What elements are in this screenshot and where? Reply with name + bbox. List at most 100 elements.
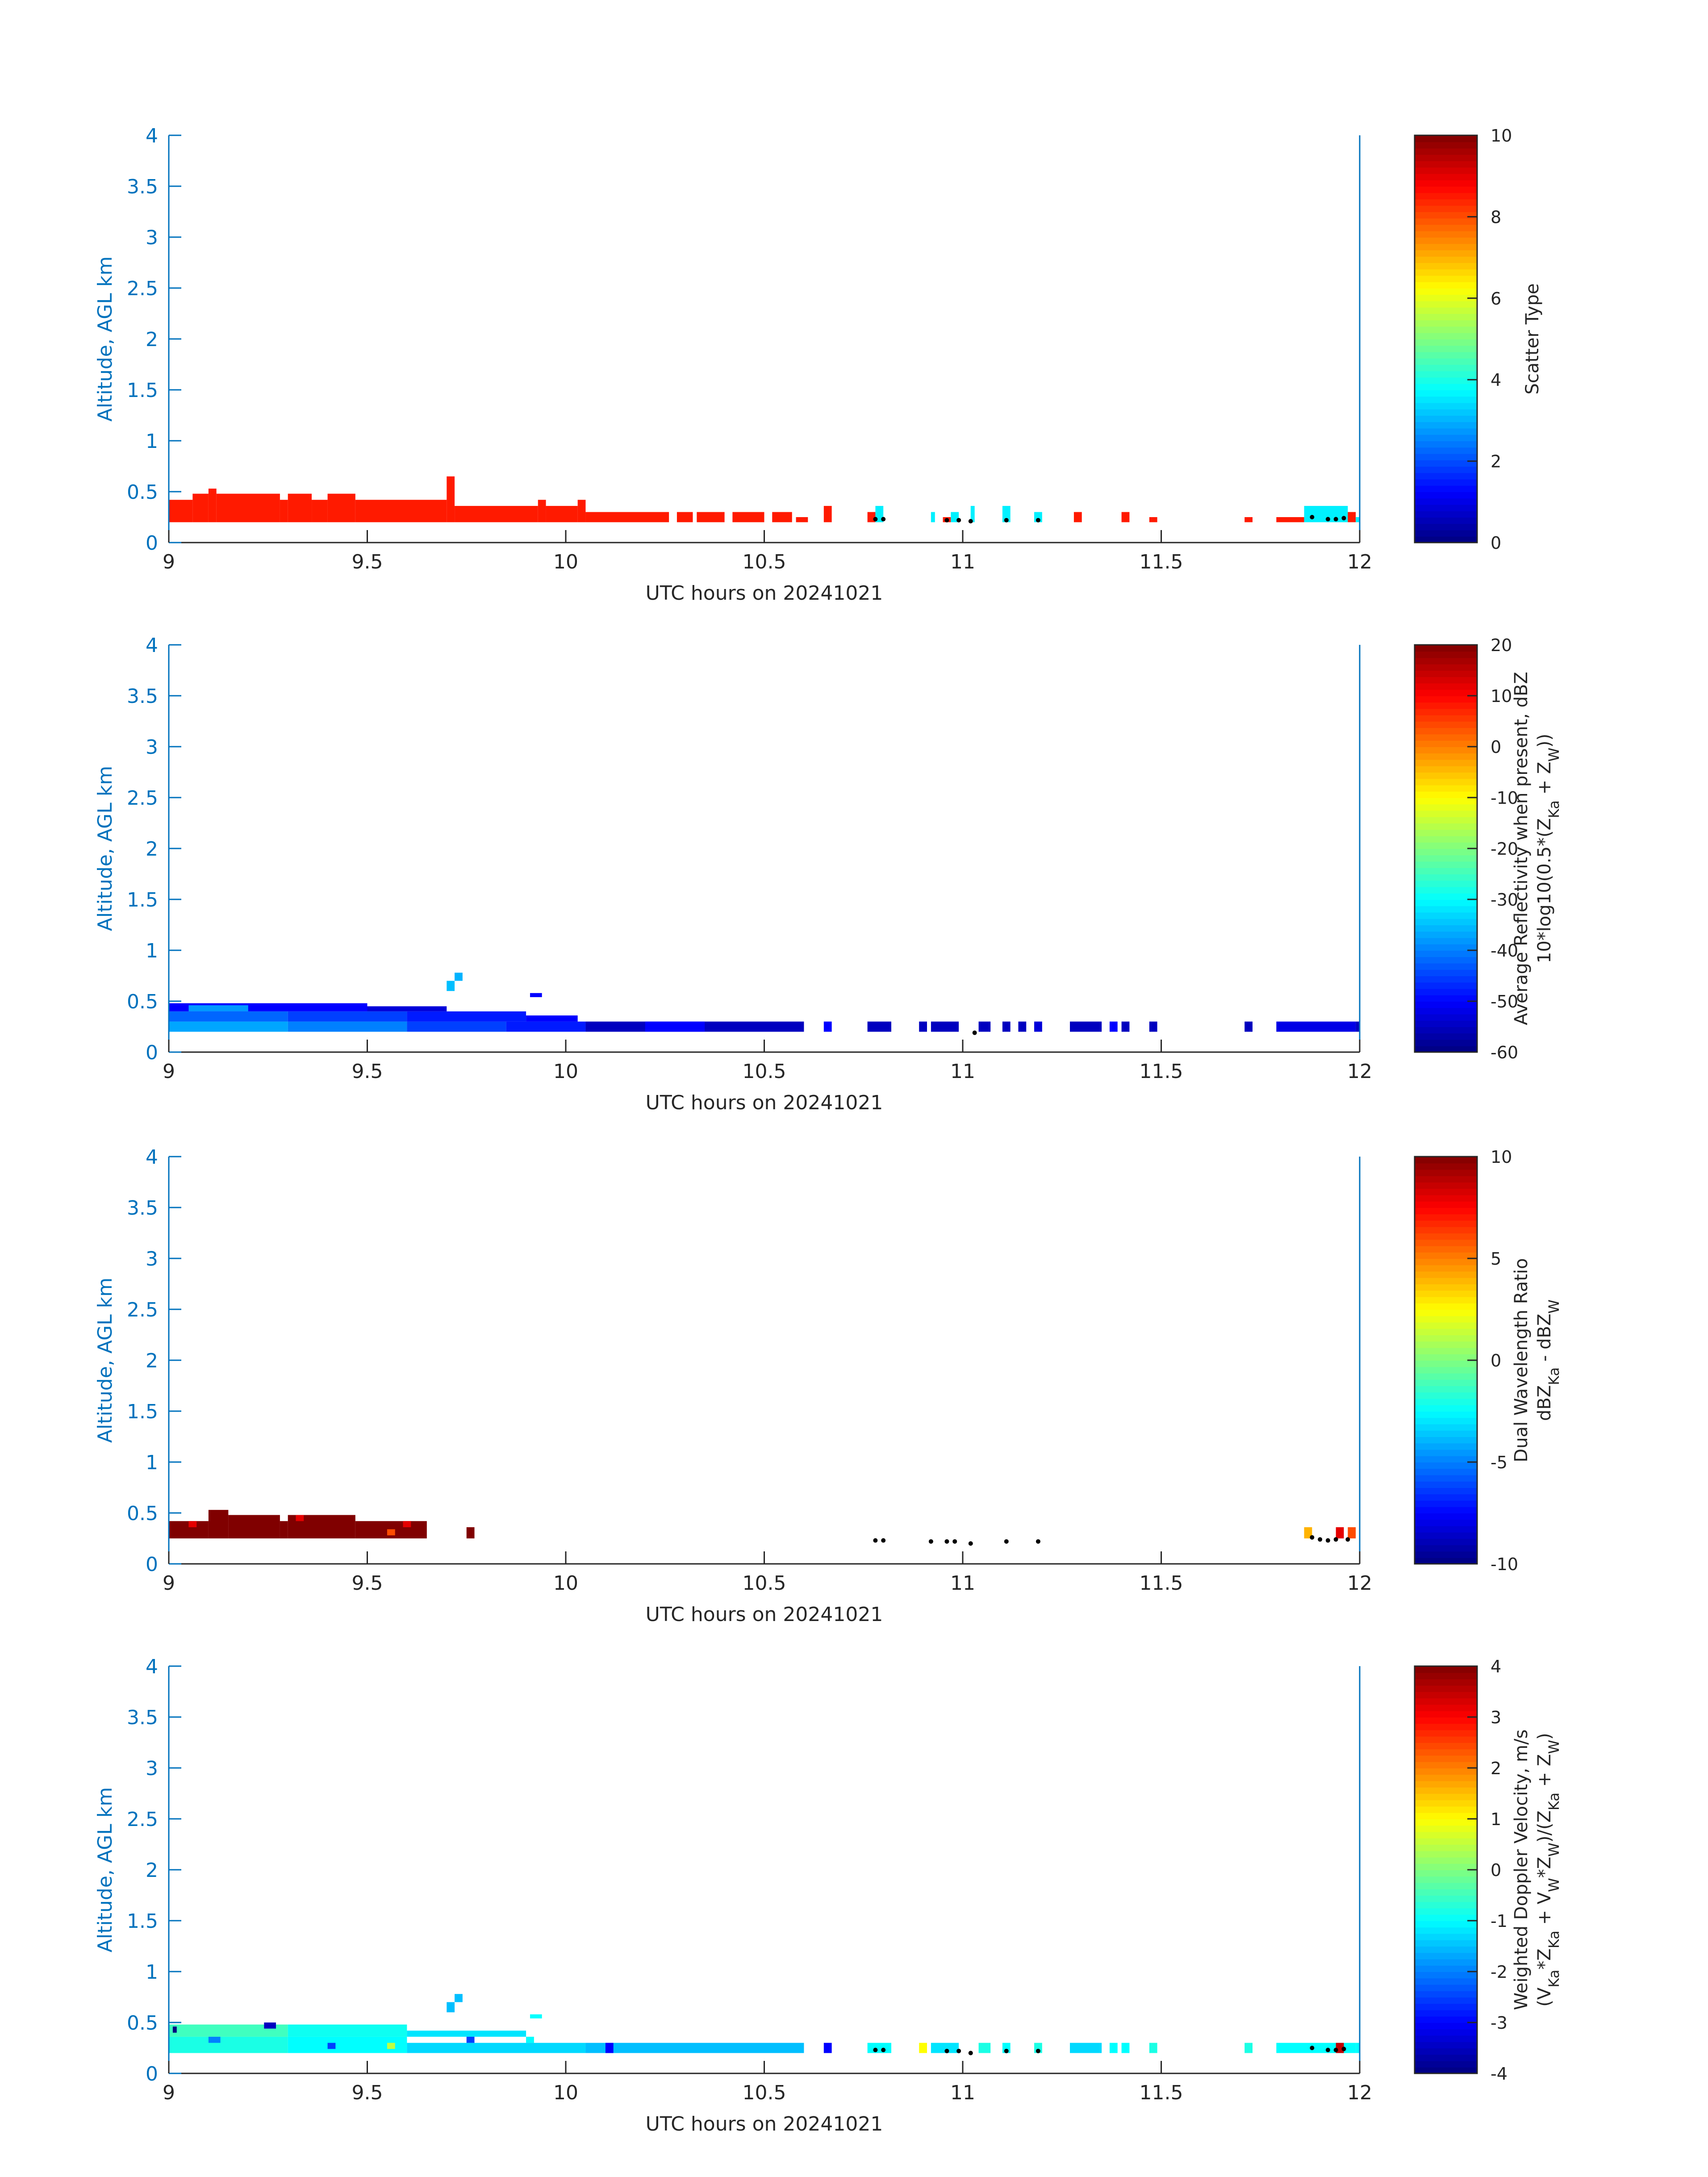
heatmap-cell [1244, 517, 1253, 522]
colorbar-segment [1415, 390, 1477, 397]
colorbar-segment [1415, 396, 1477, 403]
colorbar-segment [1415, 510, 1477, 518]
colorbar-segment [1415, 1736, 1477, 1743]
y-tick-label: 1 [146, 430, 158, 453]
heatmap-cell [772, 512, 792, 522]
colorbar-segment [1415, 1978, 1477, 1985]
colorbar-segment [1415, 135, 1477, 142]
heatmap-cell [1121, 512, 1130, 522]
colorbar-segment [1415, 2035, 1477, 2042]
colorbar-segment [1415, 1494, 1477, 1501]
heatmap-cell [931, 2043, 959, 2053]
heatmap-cell [1109, 2043, 1118, 2053]
heatmap-cell [1244, 1021, 1253, 1032]
colorbar-segment [1415, 1513, 1477, 1520]
colorbar-tick-label: -50 [1491, 992, 1518, 1011]
colorbar-segment [1415, 1169, 1477, 1176]
colorbar-segment [1415, 1742, 1477, 1750]
colorbar-segment [1415, 880, 1477, 887]
heatmap-cell [327, 493, 355, 522]
colorbar-segment [1415, 1379, 1477, 1386]
colorbar-segment [1415, 1749, 1477, 1756]
x-axis-label: UTC hours on 20241021 [646, 1091, 883, 1114]
colorbar-segment [1415, 1990, 1477, 1997]
heatmap-cell [697, 512, 725, 522]
colorbar-segment [1415, 434, 1477, 441]
heatmap-cell [1356, 1021, 1360, 1032]
marker-point [968, 2051, 973, 2056]
colorbar-segment [1415, 218, 1477, 225]
colorbar-segment [1415, 1755, 1477, 1762]
colorbar-segment [1415, 441, 1477, 448]
colorbar-segment [1415, 1692, 1477, 1699]
colorbar-segment [1415, 1679, 1477, 1686]
colorbar-tick-label: -3 [1491, 2013, 1508, 2033]
colorbar-segment [1415, 1347, 1477, 1354]
x-tick-label: 9.5 [352, 1060, 383, 1083]
colorbar-segment [1415, 1882, 1477, 1889]
colorbar-segment [1415, 167, 1477, 174]
y-tick-label: 3.5 [127, 175, 158, 198]
marker-point [952, 1539, 957, 1544]
heatmap-cell [526, 2036, 534, 2043]
colorbar-segment [1415, 829, 1477, 836]
marker-point [1341, 516, 1346, 521]
colorbar-segment [1415, 1309, 1477, 1316]
colorbar-segment [1415, 313, 1477, 321]
colorbar-segment [1415, 906, 1477, 913]
y-tick-label: 4 [146, 634, 158, 657]
colorbar-segment [1415, 1239, 1477, 1246]
colorbar-segment [1415, 1761, 1477, 1768]
heatmap-cell [577, 500, 586, 522]
colorbar-segment [1415, 1889, 1477, 1896]
y-tick-label: 2.5 [127, 1299, 158, 1321]
colorbar-segment [1415, 492, 1477, 499]
colorbar-segment [1415, 1175, 1477, 1183]
colorbar-segment [1415, 1462, 1477, 1469]
y-tick-label: 0 [146, 1041, 158, 1064]
heatmap-cell [188, 1521, 197, 1527]
marker-point [1036, 1539, 1040, 1544]
marker-point [968, 519, 973, 524]
colorbar-segment [1415, 1997, 1477, 2004]
heatmap-cell [455, 973, 463, 981]
marker-point [1325, 2047, 1330, 2052]
heatmap-cell [264, 2022, 276, 2029]
heatmap-cell [867, 1021, 891, 1032]
marker-point [1345, 1537, 1350, 1542]
x-axis-label: UTC hours on 20241021 [646, 582, 883, 605]
colorbar-tick-label: -2 [1491, 1962, 1508, 1982]
marker-point [1004, 518, 1009, 522]
colorbar-segment [1415, 1195, 1477, 1202]
heatmap-cell [228, 1515, 280, 1538]
marker-point [873, 2047, 878, 2052]
colorbar-segment [1415, 2041, 1477, 2048]
colorbar-tick-label: -1 [1491, 1911, 1508, 1931]
colorbar-segment [1415, 142, 1477, 149]
colorbar-segment [1415, 504, 1477, 511]
colorbar-segment [1415, 1157, 1477, 1164]
colorbar-label: dBZKa - dBZW [1534, 1300, 1562, 1421]
colorbar-segment [1415, 1290, 1477, 1297]
x-tick-label: 10 [553, 1060, 578, 1083]
y-tick-label: 3 [146, 1757, 158, 1780]
colorbar-segment [1415, 1551, 1477, 1558]
heatmap-cell [530, 993, 542, 997]
colorbar-segment [1415, 1800, 1477, 1807]
heatmap-cell [970, 506, 975, 522]
colorbar-segment [1415, 1685, 1477, 1692]
colorbar-segment [1415, 1532, 1477, 1539]
colorbar: -10 -5 0 5 10 Dual Wavelength Ratio dBZKa - dB… [1414, 1147, 1562, 1574]
marker-point [928, 1539, 933, 1544]
colorbar-segment [1415, 1774, 1477, 1781]
colorbar-segment [1415, 186, 1477, 193]
colorbar-segment [1415, 1335, 1477, 1342]
colorbar-segment [1415, 1163, 1477, 1170]
heatmap-cells [169, 1510, 1356, 1538]
colorbar-segment [1415, 925, 1477, 932]
heatmap-cells [169, 973, 1360, 1032]
heatmap-cell [823, 506, 832, 522]
colorbar-segment [1415, 912, 1477, 919]
heatmap-cell [466, 2036, 475, 2043]
